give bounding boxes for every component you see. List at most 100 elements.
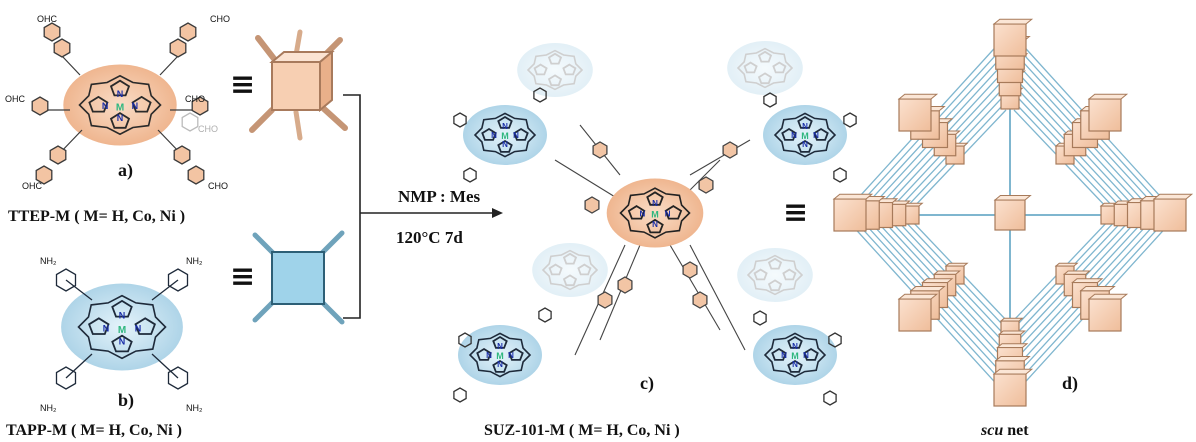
ttep-cho-bottom-left: OHC	[22, 181, 42, 191]
ttep-cho-top-right: CHO	[210, 14, 230, 24]
pyrrole-ring	[88, 95, 109, 113]
benzene-ring	[763, 92, 777, 108]
cube-top	[832, 193, 874, 200]
metal-atom-label: M	[118, 325, 126, 336]
benzene-ring	[167, 366, 189, 390]
pyrrole-ring	[547, 74, 563, 87]
pyrrole-ring	[743, 61, 758, 74]
net-cube	[992, 368, 1034, 407]
benzene-ring	[617, 276, 633, 294]
ttep-cho-bottom-right: CHO	[208, 181, 228, 191]
nitrogen-atom-label: N	[117, 89, 124, 99]
pyrrole-ring	[492, 359, 508, 373]
suz-imine-linkers	[554, 124, 751, 356]
benzene-ring	[167, 268, 189, 292]
benzene-ring	[828, 332, 842, 348]
benzene-ring	[35, 165, 53, 185]
cube-top	[996, 343, 1029, 348]
cube-top	[993, 195, 1032, 201]
ttep-panel-label: a)	[118, 160, 133, 180]
benzene-ring	[55, 268, 77, 292]
tapp-arms	[55, 268, 189, 390]
imine-linker	[669, 244, 721, 331]
bond	[159, 55, 179, 76]
benzene-ring	[191, 96, 209, 116]
reaction-solvent: NMP : Mes	[398, 187, 481, 206]
nitrogen-atom-label: N	[803, 351, 809, 360]
pyrrole-ring	[109, 112, 131, 129]
net-cube	[1087, 293, 1129, 332]
macrocycle	[77, 294, 167, 360]
suz-background-porphyrins	[517, 41, 813, 302]
pyrrole-ring	[813, 127, 829, 141]
ttep-arms	[31, 22, 209, 185]
pyrrole-ring	[753, 268, 768, 281]
nitrogen-atom-label: N	[802, 122, 808, 131]
cube-building-block	[249, 29, 348, 141]
cube-top	[1054, 262, 1079, 267]
tapp-nh2-top-right: NH₂	[186, 256, 203, 266]
equivalence-symbol-top: ≡	[230, 67, 256, 102]
benzene-ring	[823, 390, 837, 406]
benzene-ring	[169, 38, 187, 58]
nitrogen-atom-label: N	[497, 360, 503, 369]
cube-front	[1088, 98, 1122, 132]
pyrrole-ring	[803, 347, 819, 361]
net-cube	[897, 293, 939, 332]
pyrrole-ring	[562, 274, 578, 287]
pyrrole-ring	[771, 347, 787, 361]
pyrrole-ring	[797, 115, 813, 129]
metal-atom-label: M	[501, 131, 509, 141]
pyrrole-ring	[646, 191, 664, 206]
equivalence-symbol-right: ≡	[783, 195, 809, 230]
pyrrole-ring	[481, 127, 497, 141]
benzene-ring	[53, 38, 71, 58]
nitrogen-atom-label: N	[103, 323, 110, 333]
pyrrole-ring	[627, 205, 646, 220]
benzene-ring	[833, 167, 847, 183]
pyrrole-ring	[782, 268, 797, 281]
imine-linker	[689, 139, 751, 176]
pyrrole-ring	[497, 139, 513, 153]
cube-top	[992, 368, 1034, 375]
cube-top	[1062, 270, 1092, 275]
pyrrole-ring	[513, 127, 529, 141]
bond	[65, 279, 93, 301]
macrocycle	[468, 332, 532, 378]
ttep-cho-left: OHC	[5, 94, 25, 104]
macrocycle	[526, 49, 584, 91]
pyrrole-ring	[787, 335, 803, 349]
macrocycle	[473, 112, 537, 158]
pyrrole-ring	[757, 50, 773, 63]
metal-atom-label: M	[801, 131, 809, 141]
nitrogen-atom-label: N	[486, 351, 492, 360]
nitrogen-atom-label: N	[781, 351, 787, 360]
nitrogen-atom-label: N	[102, 101, 109, 111]
net-name: scu net	[981, 422, 1029, 440]
cube-front	[1088, 298, 1122, 332]
benzene-ring	[458, 332, 472, 348]
equivalence-symbol-bottom: ≡	[230, 259, 256, 294]
ttep-cho-faint: CHO	[198, 124, 218, 134]
pyrrole-ring	[134, 317, 157, 335]
pyrrole-ring	[111, 334, 133, 353]
nitrogen-atom-label: N	[502, 140, 508, 149]
macrocycle	[78, 74, 162, 136]
pyrrole-ring	[533, 63, 548, 76]
benzene-ring	[533, 87, 547, 103]
cube-top	[932, 270, 962, 275]
benzene-ring	[453, 112, 467, 128]
benzene-ring	[843, 112, 857, 128]
metal-atom-label: M	[496, 351, 504, 361]
pyrrole-ring	[87, 317, 110, 335]
benzene-ring	[722, 141, 738, 159]
pyrrole-ring	[787, 359, 803, 373]
